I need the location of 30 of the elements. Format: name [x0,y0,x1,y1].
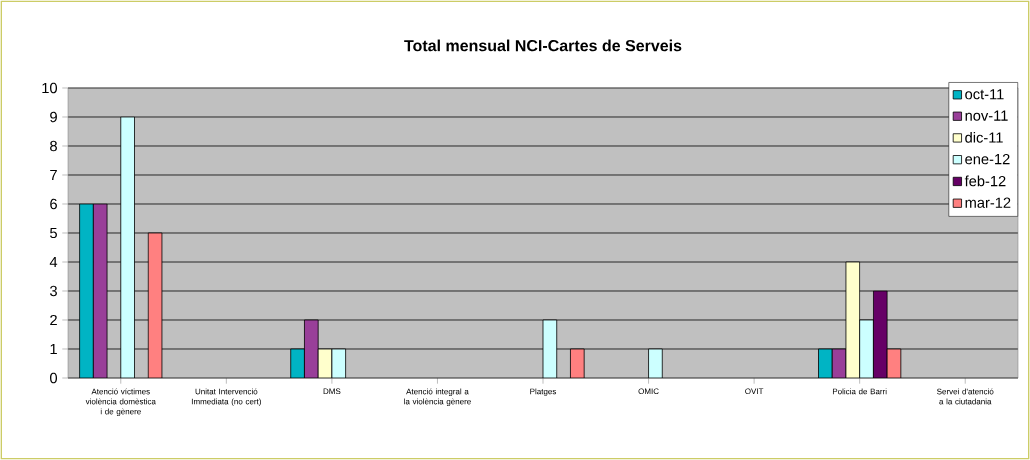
y-tick-label: 1 [50,343,57,355]
legend-label: nov-11 [965,110,1008,121]
legend-label: ene-12 [965,153,1010,165]
x-tick-label: Policia de Barri [832,388,887,395]
x-tick-label: OVIT [745,388,764,395]
y-tick-label: 3 [50,285,57,297]
y-tick-label: 4 [49,256,58,268]
legend-label: oct-11 [965,89,1004,100]
x-tick-label: Unitat Intervenció Immediata (no cert) [191,388,261,406]
y-tick-label: 10 [42,82,58,94]
y-tick-label: 9 [50,111,57,123]
y-tick-label: 7 [50,169,57,181]
x-tick-label: Servei d'atenció a la ciutadania [937,388,994,405]
y-tick-label: 5 [50,227,57,239]
bar [79,203,94,378]
x-tick-label: Atenció integral a la violència gènere [404,388,471,406]
y-tick-label: 0 [50,372,58,384]
chart-title: Total mensual NCI-Cartes de Serveis [404,39,682,52]
bar [120,116,135,378]
legend-label: feb-12 [964,175,1006,187]
legend-label: dic-11 [965,131,1003,143]
x-tick-label: DMS [323,388,341,395]
y-tick-label: 6 [50,198,57,210]
x-tick-label: Atenció víctimes violència domèstica i de gènere [85,388,156,416]
x-tick-label: Platges [530,388,557,396]
legend-label: mar-12 [965,197,1011,208]
bar [859,319,874,378]
y-tick-label: 8 [50,140,57,152]
y-tick-label: 2 [50,314,57,326]
x-tick-label: OMIC [638,388,659,395]
